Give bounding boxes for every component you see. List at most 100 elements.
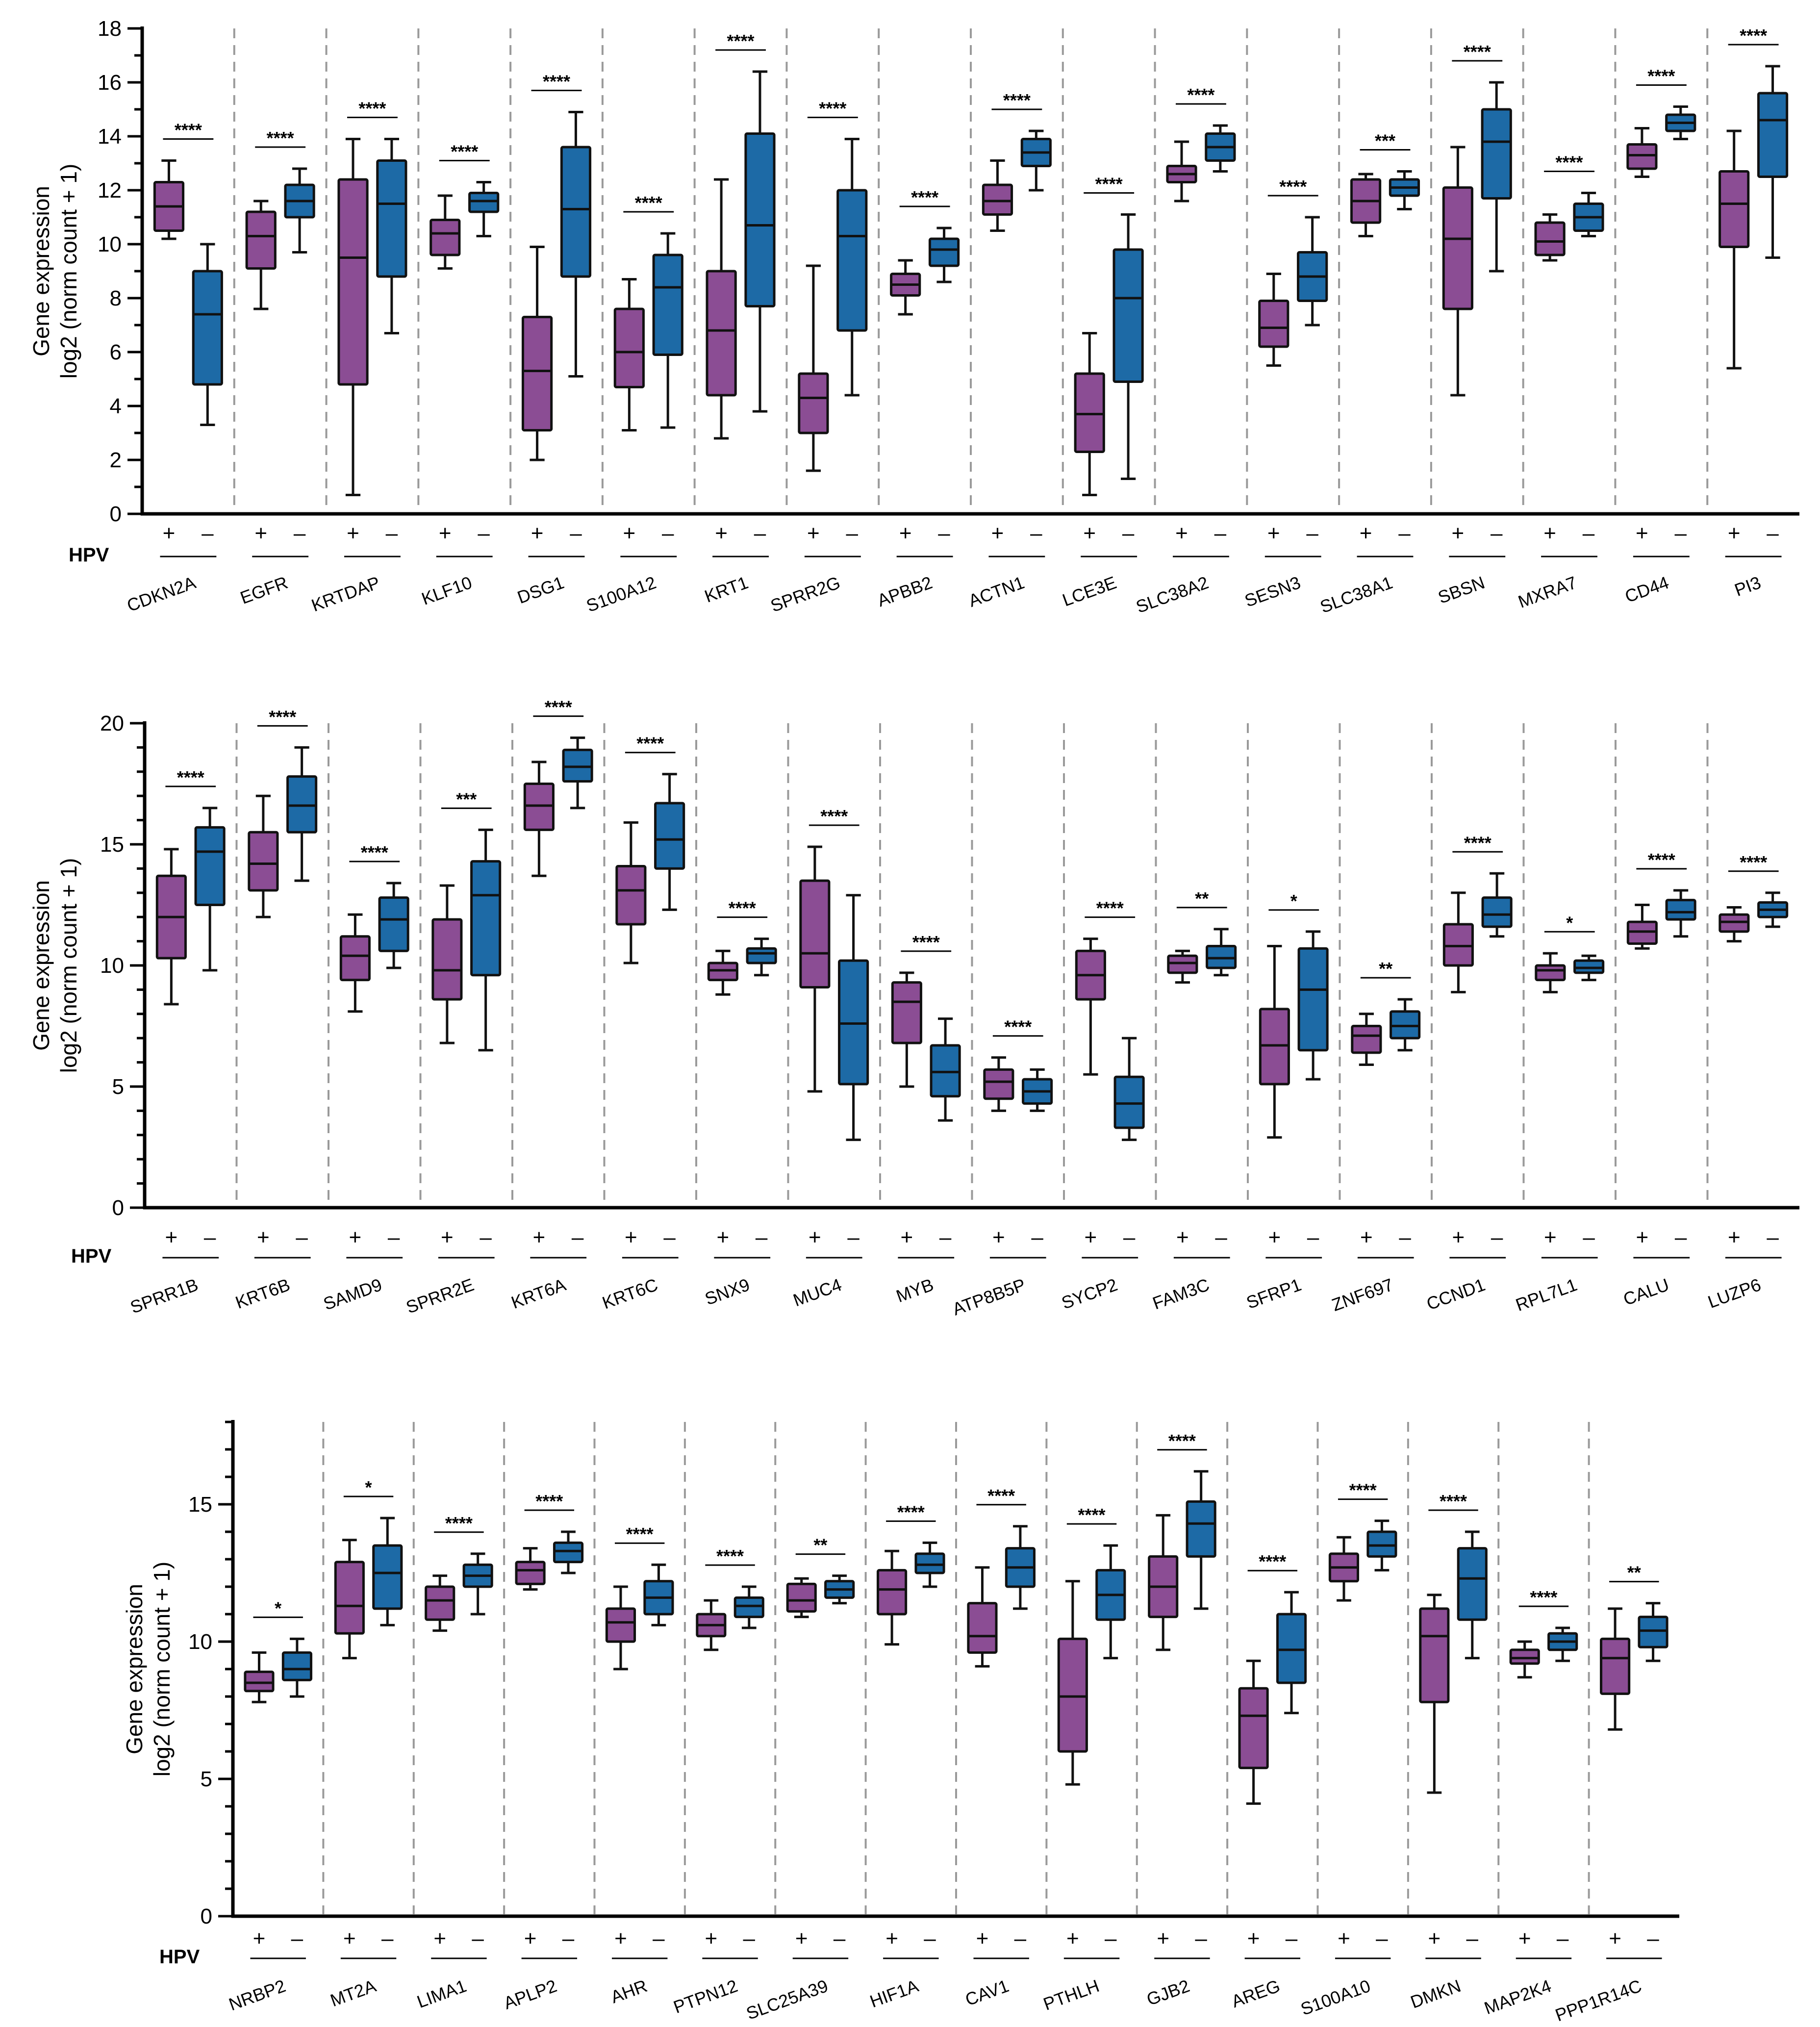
hpv-pos-sign: + — [257, 1225, 270, 1249]
iqr-box — [798, 372, 829, 434]
box-sprr2e-hpv-pos — [431, 884, 463, 1044]
box-dmkn-hpv-pos — [1419, 1594, 1450, 1794]
iqr-box — [192, 270, 223, 386]
gene-group-dmkn: **** + –DMKN — [1407, 1422, 1488, 2012]
hpv-neg-sign: – — [572, 1225, 584, 1249]
hpv-neg-sign: – — [1675, 1225, 1687, 1249]
gene-label: ZNF697 — [1329, 1274, 1396, 1315]
iqr-box — [425, 1585, 455, 1621]
gene-label: PPP1R14C — [1553, 1976, 1644, 2025]
hpv-pos-sign: + — [433, 1926, 446, 1951]
box-lima1-hpv-pos — [425, 1574, 455, 1632]
gene-group-sprr2e: *** + – SPRR2E — [404, 723, 502, 1318]
significance-label: **** — [987, 1486, 1015, 1506]
gene-group-cdkn2a: **** + – CDKN2A — [124, 120, 223, 615]
gene-label: SPRR2E — [404, 1274, 477, 1318]
gene-label: SLC25A39 — [744, 1976, 831, 2024]
box-s100a12-hpv-pos — [613, 278, 645, 431]
box-s100a10-hpv-neg — [1366, 1520, 1397, 1571]
hpv-pos-sign: + — [1636, 1225, 1649, 1249]
box-dsg1-hpv-pos — [521, 246, 553, 461]
box-krt6c-hpv-pos — [615, 821, 647, 964]
iqr-box — [431, 918, 463, 1001]
iqr-box — [786, 1582, 817, 1613]
gene-label: KRT6B — [233, 1274, 293, 1313]
gene-group-ahr: **** + –AHR — [593, 1422, 674, 2007]
hpv-neg-sign: – — [480, 1225, 492, 1249]
iqr-box — [339, 935, 371, 982]
iqr-box — [1186, 1500, 1216, 1558]
chart-panel-3: 0 5 10 15 Gene expression log2 (norm count + … — [122, 1420, 1679, 2025]
box-krt6c-hpv-neg — [654, 773, 685, 911]
iqr-box — [967, 1602, 998, 1654]
hpv-neg-sign: – — [386, 521, 398, 545]
box-areg-hpv-neg — [1276, 1591, 1307, 1715]
significance-label: * — [1290, 891, 1297, 911]
box-actn1-hpv-neg — [1020, 129, 1052, 192]
box-lce3e-hpv-pos — [1074, 332, 1105, 496]
hpv-axis-label: HPV — [159, 1946, 200, 1968]
box-slc38a1-hpv-neg — [1389, 170, 1420, 210]
significance-label: **** — [1187, 85, 1214, 105]
box-fam3c-hpv-neg — [1206, 928, 1237, 977]
hpv-neg-sign: – — [1767, 1225, 1779, 1249]
box-slc38a1-hpv-pos — [1350, 173, 1382, 237]
iqr-box — [334, 1561, 365, 1635]
gene-group-sycp2: **** + – SYCP2 — [1059, 723, 1145, 1313]
gene-label: AREG — [1229, 1976, 1283, 2011]
box-znf697-hpv-neg — [1390, 998, 1421, 1052]
hpv-pos-sign: + — [1452, 1225, 1465, 1249]
iqr-box — [982, 183, 1013, 216]
significance-label: **** — [729, 898, 756, 918]
hpv-pos-sign: + — [439, 521, 452, 545]
hpv-pos-sign: + — [1066, 1926, 1079, 1951]
gene-group-cd44: **** + – CD44 — [1614, 28, 1696, 607]
box-cav1-hpv-pos — [967, 1566, 998, 1668]
hpv-pos-sign: + — [1175, 521, 1188, 545]
iqr-box — [605, 1607, 636, 1643]
hpv-pos-sign: + — [991, 521, 1004, 545]
iqr-box — [1457, 1547, 1488, 1621]
significance-label: **** — [1259, 1551, 1286, 1571]
gene-label: KRT1 — [702, 572, 751, 607]
gene-label: SLC38A1 — [1317, 572, 1395, 617]
significance-label: **** — [175, 120, 202, 140]
box-gjb2-hpv-pos — [1148, 1514, 1179, 1651]
hpv-pos-sign: + — [809, 1225, 821, 1249]
gene-label: CD44 — [1622, 572, 1672, 607]
iqr-box — [914, 1552, 945, 1574]
box-egfr-hpv-neg — [284, 167, 315, 253]
hpv-neg-sign: – — [1031, 1225, 1043, 1249]
significance-label: **** — [177, 767, 204, 787]
hpv-pos-sign: + — [349, 1225, 362, 1249]
box-krt6a-hpv-neg — [562, 736, 593, 810]
box-sfrp1-hpv-neg — [1297, 930, 1329, 1081]
hpv-pos-sign: + — [625, 1225, 637, 1249]
box-sbsn-hpv-neg — [1481, 81, 1512, 273]
hpv-pos-sign: + — [807, 521, 820, 545]
box-muc4-hpv-pos — [799, 845, 831, 1093]
chart-panel-1: 0 2 4 6 8 10 12 14 16 18 Gene expression log2 (norm… — [28, 17, 1799, 617]
gene-group-cav1: **** + –CAV1 — [955, 1422, 1036, 2010]
iqr-box — [1600, 1637, 1631, 1695]
box-ahr-hpv-pos — [605, 1585, 636, 1671]
iqr-box — [245, 210, 277, 270]
y-tick-label: 4 — [110, 394, 122, 418]
hpv-neg-sign: – — [663, 1225, 676, 1249]
box-cd44-hpv-neg — [1665, 105, 1696, 140]
gene-label: ATP8B5P — [950, 1274, 1028, 1319]
box-klf10-hpv-pos — [430, 194, 461, 270]
hpv-pos-sign: + — [1157, 1926, 1169, 1951]
gene-label: RPL7L1 — [1513, 1274, 1580, 1315]
significance-label: **** — [1003, 90, 1031, 110]
box-atp8b5p-hpv-pos — [983, 1056, 1014, 1112]
y-axis-title-line-1: Gene expression — [122, 1584, 147, 1754]
box-apbb2-hpv-pos — [890, 259, 921, 316]
significance-label: **** — [535, 1491, 563, 1511]
hpv-pos-sign: + — [1609, 1926, 1621, 1951]
gene-group-slc25a39: **+ –SLC25A39 — [744, 1422, 855, 2024]
significance-label: ** — [1379, 959, 1392, 979]
gene-group-krtdap: **** + – KRTDAP — [309, 28, 407, 615]
hpv-pos-sign: + — [343, 1926, 356, 1951]
y-tick-label: 18 — [98, 17, 122, 41]
